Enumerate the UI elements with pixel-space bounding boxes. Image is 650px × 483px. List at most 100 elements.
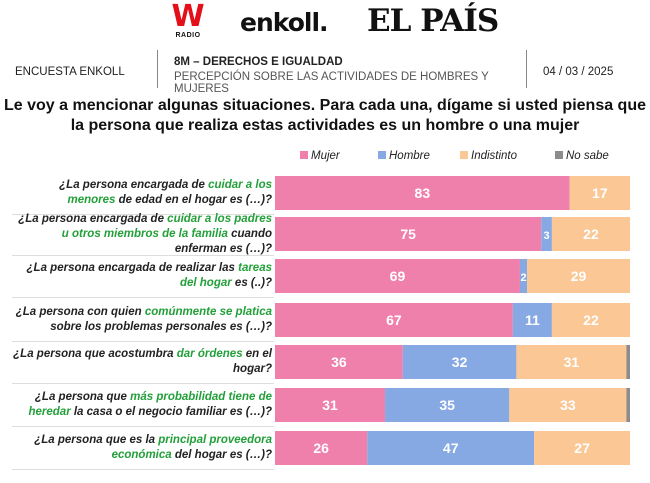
highlighted-text: cuidar a los padres u otros miembros de … xyxy=(61,212,272,240)
category-label: ¿La persona con quien comúnmente se plat… xyxy=(10,298,272,342)
legend-label: Mujer xyxy=(311,150,340,162)
data-label: 69 xyxy=(390,268,406,284)
label-text: ¿La persona encargada de xyxy=(59,179,209,191)
bar-mujer xyxy=(275,388,386,422)
label-text: ¿La persona que xyxy=(34,391,131,403)
bar-no-sabe xyxy=(626,388,630,422)
bar-indistinto xyxy=(516,345,627,379)
w-radio-logo: W RADIO xyxy=(170,0,206,40)
category-label: ¿La persona que más probabilidad tiene d… xyxy=(10,383,272,427)
label-text: de edad en el hogar es (…)? xyxy=(115,194,272,206)
highlighted-text: más probabilidad tiene de heredar xyxy=(28,391,272,418)
header-title-block: 8M – DERECHOS E IGUALDAD PERCEPCIÓN SOBR… xyxy=(157,50,527,95)
category-label: ¿La persona encargada de cuidar a los pa… xyxy=(10,212,272,256)
data-label: 22 xyxy=(583,312,599,328)
header-subtitle: PERCEPCIÓN SOBRE LAS ACTIVIDADES DE HOMB… xyxy=(174,71,489,95)
data-label: 11 xyxy=(525,312,540,328)
row-divider xyxy=(12,255,274,256)
legend-label: Hombre xyxy=(389,150,430,162)
legend-item-mujer: Mujer xyxy=(300,150,340,162)
category-label: ¿La persona que acostumbra dar órdenes e… xyxy=(10,340,272,384)
label-text: es (..)? xyxy=(231,277,272,289)
data-label: 75 xyxy=(400,226,416,242)
bar-hombre xyxy=(367,431,535,465)
header-title: 8M – DERECHOS E IGUALDAD xyxy=(174,56,343,68)
bar-mujer xyxy=(275,345,403,379)
bar-mujer xyxy=(275,303,513,337)
bar-hombre xyxy=(541,217,552,251)
legend-swatch xyxy=(555,151,563,159)
highlighted-text: cuidar a los menores xyxy=(67,179,273,206)
highlighted-text: comúnmente se platica xyxy=(144,306,272,318)
header: ENCUESTA ENKOLL 8M – DERECHOS E IGUALDAD… xyxy=(0,50,650,95)
data-label: 26 xyxy=(313,440,329,456)
label-text: ¿La persona que es la xyxy=(34,434,159,446)
highlighted-text: dar órdenes xyxy=(176,348,243,360)
legend-swatch xyxy=(300,151,308,159)
bar-indistinto xyxy=(569,176,630,210)
row-divider xyxy=(12,297,274,298)
legend-swatch xyxy=(460,151,468,159)
bar-hombre xyxy=(512,303,552,337)
data-label: 33 xyxy=(560,397,576,413)
data-label: 29 xyxy=(571,268,587,284)
data-label: 27 xyxy=(574,440,590,456)
highlighted-text: principal proveedora económica xyxy=(111,434,272,461)
w-logo-letter: W xyxy=(171,0,205,34)
bar-no-sabe xyxy=(626,345,630,379)
row-divider xyxy=(12,426,274,427)
label-text: sobre los problemas personales es (…)? xyxy=(50,321,272,333)
data-label: 2 xyxy=(520,272,526,284)
label-text: ¿La persona encargada de xyxy=(18,212,168,225)
label-text: del hogar es (…)? xyxy=(171,449,272,461)
data-label: 47 xyxy=(443,440,459,456)
legend-item-hombre: Hombre xyxy=(378,150,430,162)
row-divider xyxy=(12,341,274,342)
row-divider xyxy=(12,383,274,384)
label-text: ¿La persona encargada de realizar las xyxy=(26,262,239,274)
bar-hombre xyxy=(385,388,510,422)
logos: W RADIO enkoll. EL PAÍS xyxy=(0,0,650,48)
data-label: 3 xyxy=(544,230,550,242)
label-text: en el hogar? xyxy=(233,348,272,375)
bar-indistinto xyxy=(534,431,630,465)
legend-item-no-sabe: No sabe xyxy=(555,150,609,162)
bar-mujer xyxy=(275,217,542,251)
label-text: la casa o el negocio familiar es (…)? xyxy=(70,406,272,418)
category-label: ¿La persona que es la principal proveedo… xyxy=(10,426,272,470)
data-label: 83 xyxy=(415,185,431,201)
radio-text: RADIO xyxy=(175,32,201,39)
data-label: 32 xyxy=(452,354,468,370)
data-label: 17 xyxy=(592,185,608,201)
legend-item-indistinto: Indistinto xyxy=(460,150,517,162)
bar-mujer xyxy=(275,431,368,465)
data-label: 36 xyxy=(331,354,347,370)
data-label: 67 xyxy=(386,312,402,328)
data-label: 22 xyxy=(583,226,599,242)
bar-hombre xyxy=(402,345,517,379)
data-label: 35 xyxy=(439,397,455,413)
bar-mujer xyxy=(275,176,570,210)
bar-indistinto xyxy=(509,388,627,422)
legend-label: Indistinto xyxy=(471,150,518,162)
bar-hombre xyxy=(519,259,528,293)
survey-date: 04 / 03 / 2025 xyxy=(543,66,614,78)
legend-label: No sabe xyxy=(566,150,609,162)
enkoll-logo: enkoll. xyxy=(240,8,329,37)
category-label: ¿La persona encargada de realizar las ta… xyxy=(10,254,272,298)
row-divider xyxy=(12,214,274,215)
question-title: Le voy a mencionar algunas situaciones. … xyxy=(4,97,646,134)
legend-swatch xyxy=(378,151,386,159)
survey-name: ENCUESTA ENKOLL xyxy=(15,66,125,78)
bar-mujer xyxy=(275,259,520,293)
row-divider xyxy=(12,469,274,470)
label-text: ¿La persona que acostumbra xyxy=(13,348,177,360)
data-label: 31 xyxy=(322,397,338,413)
label-text: ¿La persona con quien xyxy=(15,306,145,318)
category-label: ¿La persona encargada de cuidar a los me… xyxy=(10,171,272,215)
bar-indistinto xyxy=(551,303,630,337)
data-label: 31 xyxy=(564,354,580,370)
highlighted-text: tareas del hogar xyxy=(179,262,272,289)
label-text: cuando enferman es (…)? xyxy=(174,227,272,255)
